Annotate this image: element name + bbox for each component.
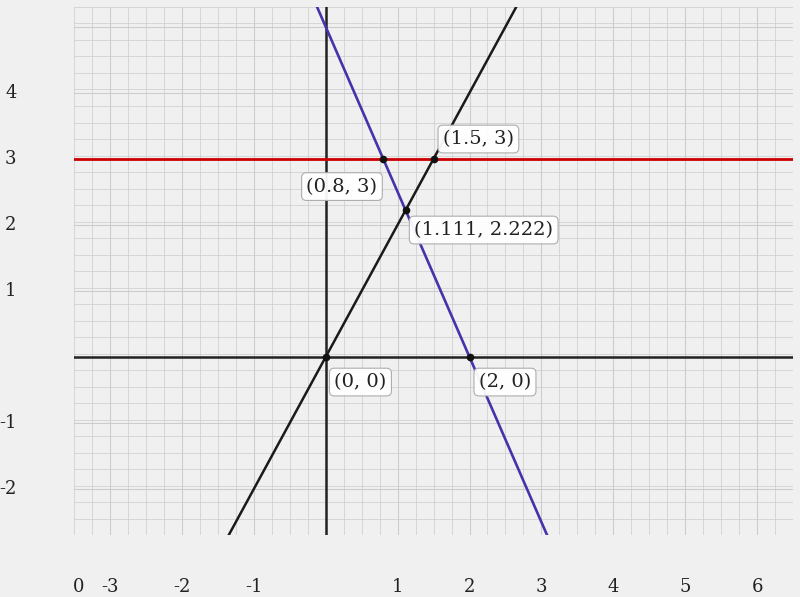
Text: (1.111, 2.222): (1.111, 2.222) — [414, 221, 554, 239]
Text: -3: -3 — [102, 577, 118, 596]
Text: -1: -1 — [0, 414, 17, 432]
Text: (1.5, 3): (1.5, 3) — [443, 130, 514, 148]
Text: 1: 1 — [5, 282, 17, 300]
Text: 6: 6 — [751, 577, 763, 596]
Text: 4: 4 — [608, 577, 619, 596]
Text: (0, 0): (0, 0) — [334, 373, 386, 391]
Text: 1: 1 — [392, 577, 403, 596]
Text: 5: 5 — [679, 577, 691, 596]
Text: 2: 2 — [5, 216, 17, 234]
Text: 3: 3 — [536, 577, 547, 596]
Text: -2: -2 — [0, 480, 17, 498]
Text: (2, 0): (2, 0) — [479, 373, 531, 391]
Text: -2: -2 — [174, 577, 190, 596]
Text: 4: 4 — [5, 84, 17, 102]
Text: (0.8, 3): (0.8, 3) — [306, 177, 378, 196]
Text: 2: 2 — [464, 577, 475, 596]
Text: -1: -1 — [245, 577, 262, 596]
Text: 3: 3 — [5, 150, 17, 168]
Text: 0: 0 — [74, 577, 85, 596]
